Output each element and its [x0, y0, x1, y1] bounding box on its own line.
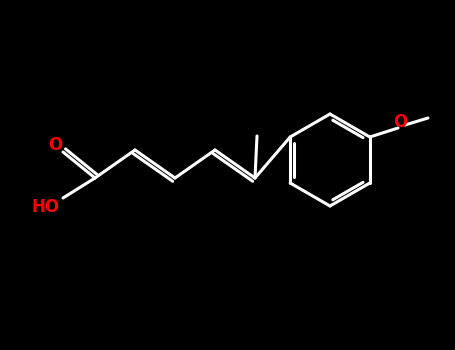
Text: O: O: [393, 113, 407, 131]
Text: O: O: [48, 136, 62, 154]
Text: HO: HO: [32, 198, 60, 216]
